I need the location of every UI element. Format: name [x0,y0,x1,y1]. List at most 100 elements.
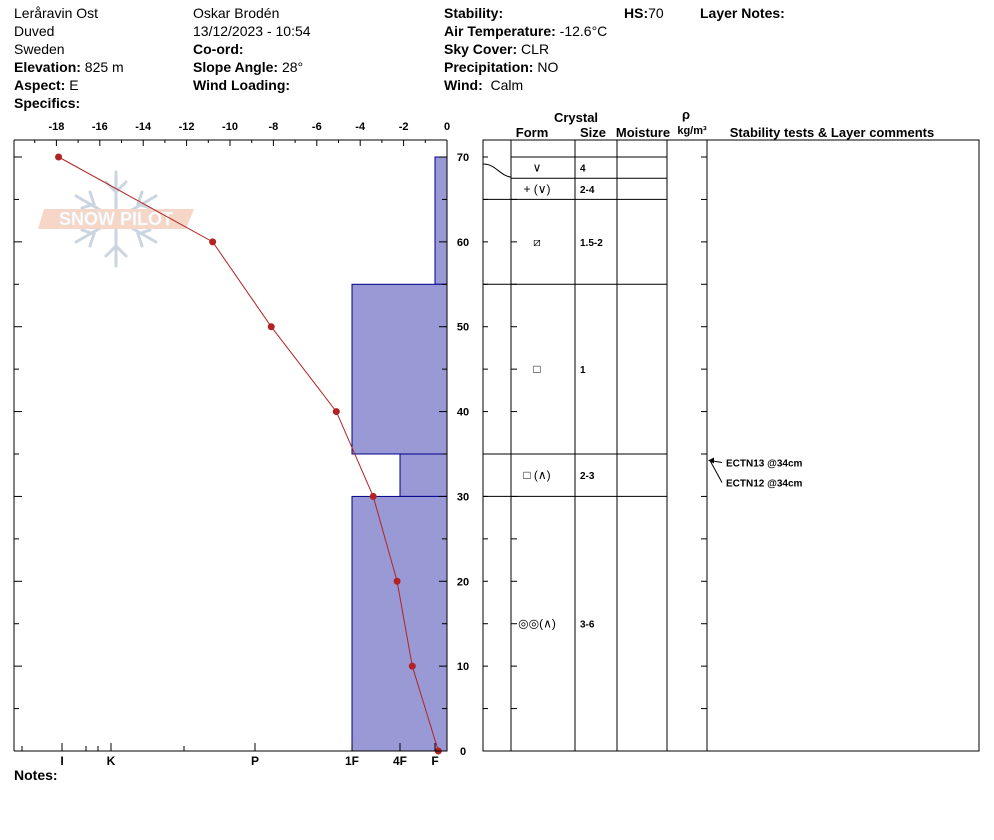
header-size: Size [580,125,606,140]
temperature-point [393,577,401,585]
wind: Wind: Calm [444,76,523,94]
stability-test: ECTN13 @34cm [726,458,803,469]
stability-test: ECTN12 @34cm [726,478,803,489]
crystal-size: 2-4 [580,185,595,196]
height-tick-label: 60 [457,237,469,249]
sky-value: CLR [521,41,550,57]
precipitation: Precipitation: NO [444,58,558,76]
crystal-form: □ [533,362,540,376]
location: Leråravin Ost [14,5,99,21]
hardness-layer-0 [434,156,448,285]
temperature-point [332,408,340,416]
temp-tick-label: -8 [269,121,279,133]
header-density-unit: kg/m³ [677,125,707,137]
coord: Co-ord: [193,40,244,58]
hardness-tick-label: P [251,754,259,768]
precip-label: Precipitation: [444,59,534,75]
elevation-value: 825 m [84,59,124,75]
specifics-label: Specifics: [14,95,81,111]
specifics: Specifics: [14,94,80,112]
aspect: Aspect: E [14,76,79,94]
hardness-layer-2 [399,453,448,497]
hardness-tick-label: 4F [393,754,407,768]
hs-label: HS: [624,5,649,21]
height-tick-label: 50 [457,322,469,334]
elevation-label: Elevation: [14,59,81,75]
temp-tick-label: -16 [92,121,108,133]
temperature-point [209,238,217,246]
header-rho: ρ [682,107,690,122]
temperature-point [55,153,63,161]
crystal-size: 4 [580,164,586,175]
height-tick-label: 70 [457,152,469,164]
temp-tick-label: -14 [135,121,152,133]
crystal-size: 3-6 [580,620,595,631]
temperature-point [267,323,275,331]
temp-tick-label: -10 [222,121,238,133]
notes: Notes: [14,766,58,784]
stability-arrow [708,457,714,464]
area: Duved [14,23,55,39]
temp-tick-label: -6 [312,121,322,133]
elevation: Elevation: 825 m [14,58,124,76]
stability: Stability: [444,4,503,22]
air-temp-value: -12.6°C [559,23,608,39]
height-tick-label: 10 [457,661,469,673]
height-tick-label: 40 [457,407,469,419]
country: Sweden [14,41,65,57]
aspect-label: Aspect: [14,77,66,93]
wind-loading-label: Wind Loading: [193,77,291,93]
layer-notes-label: Layer Notes: [700,5,785,21]
temp-tick-label: -2 [399,121,409,133]
coord-label: Co-ord: [193,41,244,57]
aspect-value: E [69,77,79,93]
crystal-form: ⧄ [533,235,541,249]
height-tick-label: 20 [457,576,469,588]
stability-label: Stability: [444,5,504,21]
layer-link-curve [482,163,512,178]
hs: HS:70 [624,4,664,22]
temperature-point [408,662,416,670]
slope-angle: Slope Angle: 28° [193,58,303,76]
air-temperature: Air Temperature: -12.6°C [444,22,607,40]
crystal-form: ∨ [533,161,542,175]
observer: Oskar Brodén [193,5,280,21]
temp-tick-label: -4 [355,121,366,133]
crystal-size: 2-3 [580,471,595,482]
wind-loading: Wind Loading: [193,76,290,94]
hardness-tick-label: K [107,754,116,768]
sky-label: Sky Cover: [444,41,518,57]
temperature-point [369,492,377,500]
precip-value: NO [537,59,559,75]
layer-notes: Layer Notes: [700,4,785,22]
temp-tick-label: -18 [48,121,64,133]
notes-label: Notes: [14,767,58,783]
hs-value: 70 [648,5,664,21]
header-stability: Stability tests & Layer comments [730,125,934,140]
crystal-form: ◎◎(∧) [518,617,556,631]
temperature-line [58,156,439,752]
stability-pointer [709,460,723,483]
header-crystal: Crystal [554,110,598,125]
slope-label: Slope Angle: [193,59,279,75]
crystal-size: 1 [580,365,586,376]
slope-value: 28° [281,59,304,75]
header-form: Form [516,125,549,140]
watermark-text: SNOW PILOT [59,209,173,229]
datetime: 13/12/2023 - 10:54 [193,23,311,39]
hardness-layer-3 [351,495,448,752]
air-temp-label: Air Temperature: [444,23,556,39]
crystal-form: □ (∧) [523,468,550,482]
header-moisture: Moisture [616,125,670,140]
hardness-tick-label: 1F [345,754,359,768]
hardness-layer-1 [351,283,448,455]
height-tick-label: 0 [460,746,466,758]
sky-cover: Sky Cover: CLR [444,40,549,58]
hardness-tick-label: F [431,754,438,768]
temp-tick-label: 0 [444,121,450,133]
crystal-form: + (∨) [523,182,550,196]
height-tick-label: 30 [457,491,469,503]
wind-label: Wind: [444,77,483,93]
crystal-size: 1.5-2 [580,238,603,249]
